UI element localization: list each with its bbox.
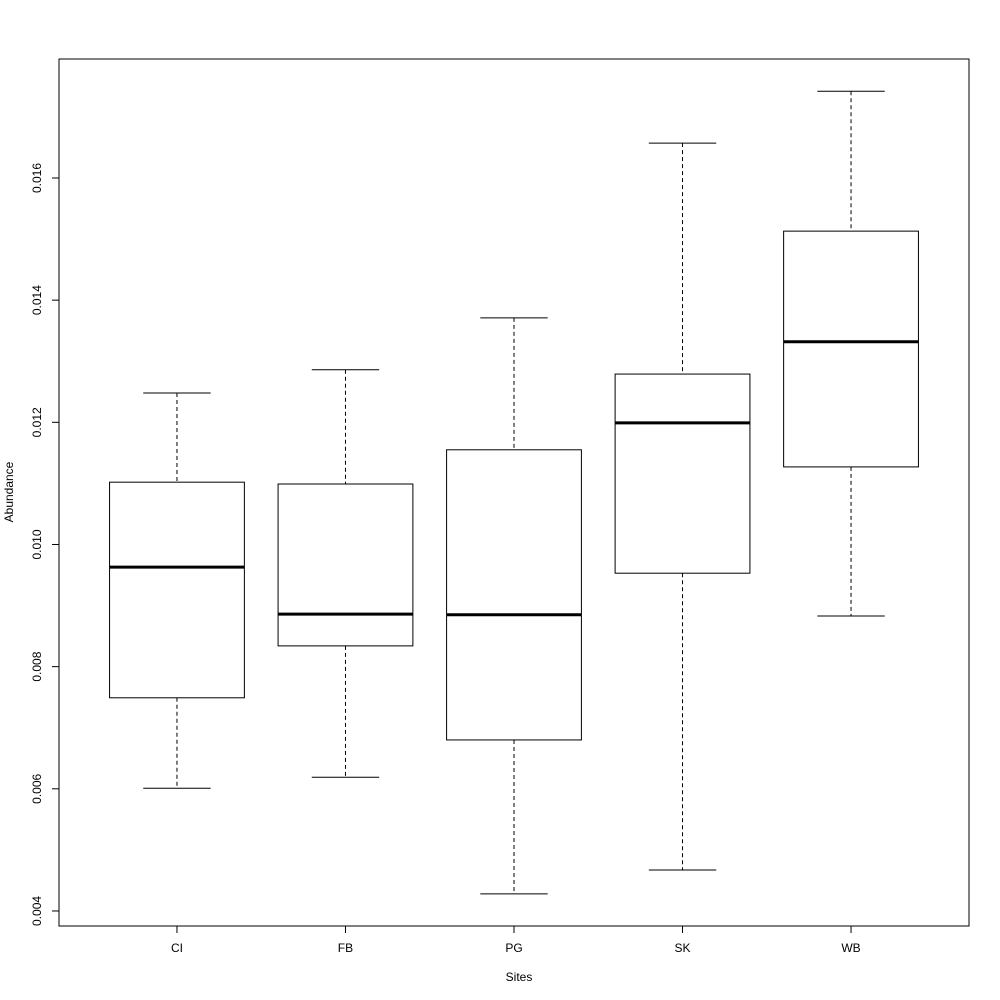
box xyxy=(783,230,919,468)
y-tick-label: 0.008 xyxy=(30,651,44,681)
box xyxy=(109,481,245,699)
x-tick-label: FB xyxy=(338,941,353,955)
box xyxy=(277,483,414,647)
y-axis-label: Abundance xyxy=(2,461,16,522)
x-axis-label: Sites xyxy=(506,970,533,984)
x-tick-label: PG xyxy=(505,941,522,955)
x-tick-label: SK xyxy=(675,941,691,955)
y-tick-label: 0.012 xyxy=(30,407,44,437)
box xyxy=(614,373,751,574)
box xyxy=(446,449,582,741)
y-tick-label: 0.014 xyxy=(30,285,44,315)
y-tick-label: 0.006 xyxy=(30,773,44,803)
y-tick-label: 0.016 xyxy=(30,163,44,193)
x-tick-label: WB xyxy=(841,941,860,955)
y-tick-label: 0.004 xyxy=(30,896,44,926)
y-tick-label: 0.010 xyxy=(30,529,44,559)
x-tick-label: CI xyxy=(171,941,183,955)
